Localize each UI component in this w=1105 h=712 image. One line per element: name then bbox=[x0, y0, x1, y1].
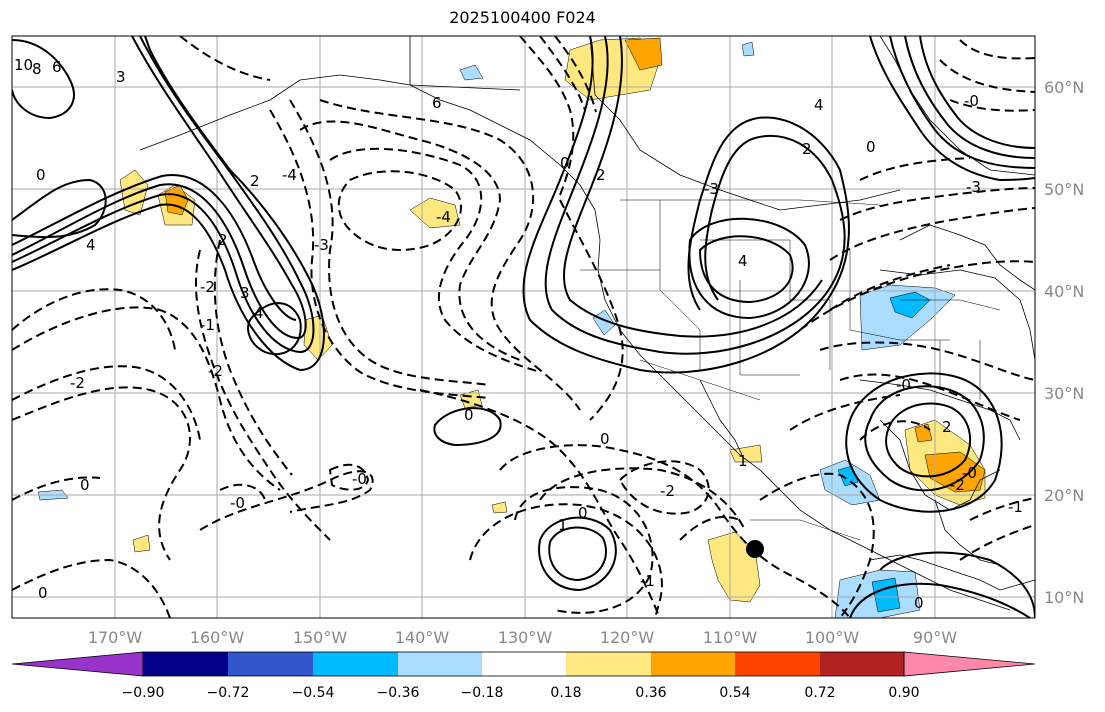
lon-label: 140°W bbox=[395, 628, 450, 647]
contour-label: 4 bbox=[738, 252, 748, 270]
map-border bbox=[11, 35, 1036, 619]
lat-label: 20°N bbox=[1044, 486, 1084, 505]
contour-label: 1 bbox=[738, 452, 748, 470]
contour-label: 2 bbox=[802, 140, 812, 158]
contour-label: 2 bbox=[218, 231, 228, 249]
contour-label: -0 bbox=[896, 376, 911, 394]
contour-label: -3 bbox=[966, 178, 981, 196]
contour-label: 3 bbox=[240, 284, 250, 302]
colorbar-tick-label: 0.72 bbox=[804, 685, 835, 701]
contour-label: -1 bbox=[640, 572, 655, 590]
negative-contours bbox=[12, 36, 1035, 618]
lon-label: 170°W bbox=[88, 628, 143, 647]
colorbar-segment bbox=[735, 652, 820, 676]
contour-label: 2 bbox=[250, 172, 260, 190]
map-title: 2025100400 F024 bbox=[449, 8, 596, 27]
contour-label: -4 bbox=[436, 208, 451, 226]
colorbar-tick-label: 0.18 bbox=[550, 685, 581, 701]
colorbar-tick-label: −0.36 bbox=[377, 685, 420, 701]
colorbar-segment bbox=[482, 652, 566, 676]
colorbar-tick-label: 0.54 bbox=[719, 685, 750, 701]
contour-label: 10 bbox=[14, 56, 33, 74]
contour-labels: 10 8 6 3 4 -4 6 0 4 2 0 -3 2 2 2 -4 -3 -… bbox=[14, 56, 1023, 612]
contour-label: -1 bbox=[1008, 498, 1023, 516]
colorbar-segment bbox=[398, 652, 482, 676]
contour-label: -3 bbox=[704, 180, 719, 198]
contour-label: -0 bbox=[230, 494, 245, 512]
contour-label: -1 bbox=[200, 316, 215, 334]
colorbar-tick-label: −0.18 bbox=[461, 685, 504, 701]
lon-label: 110°W bbox=[703, 628, 758, 647]
colorbar-outline bbox=[142, 651, 905, 677]
contour-label: 1 bbox=[558, 516, 568, 534]
lat-label: 50°N bbox=[1044, 180, 1084, 199]
colorbar-tick-label: −0.90 bbox=[122, 685, 165, 701]
colorbar-segment bbox=[313, 652, 398, 676]
lon-label: 90°W bbox=[913, 628, 957, 647]
contour-label: 2 bbox=[942, 418, 952, 436]
colorbar-segment bbox=[566, 652, 651, 676]
contour-label: 0 bbox=[866, 138, 876, 156]
contour-label: -2 bbox=[950, 476, 965, 494]
lat-label: 30°N bbox=[1044, 384, 1084, 403]
contour-label: -0 bbox=[964, 92, 979, 110]
positive-contours bbox=[12, 36, 1035, 618]
latitude-labels: 60°N 50°N 40°N 30°N 20°N 10°N bbox=[1044, 78, 1084, 607]
contour-label: -0 bbox=[352, 470, 367, 488]
contour-label: 4 bbox=[86, 236, 96, 254]
colorbar-segment bbox=[820, 652, 904, 676]
contour-label: -2 bbox=[200, 278, 215, 296]
contour-label: 0 bbox=[36, 166, 46, 184]
contour-label: 0 bbox=[38, 584, 48, 602]
contour-label: 0 bbox=[578, 504, 588, 522]
longitude-labels: 170°W 160°W 150°W 140°W 130°W 120°W 110°… bbox=[88, 628, 957, 647]
contour-label: -0 bbox=[962, 464, 977, 482]
colorbar-segment bbox=[228, 652, 313, 676]
contour-label: 0 bbox=[914, 594, 924, 612]
contour-label: -2 bbox=[660, 482, 675, 500]
lat-label: 60°N bbox=[1044, 78, 1084, 97]
colorbar-tick-label: −0.54 bbox=[292, 685, 335, 701]
lon-label: 150°W bbox=[293, 628, 348, 647]
contour-label: -2 bbox=[208, 362, 223, 380]
contour-label: 0 bbox=[464, 406, 474, 424]
contour-label: 6 bbox=[432, 94, 442, 112]
lon-label: 130°W bbox=[498, 628, 553, 647]
contour-label: -3 bbox=[314, 236, 329, 254]
contour-label: 2 bbox=[596, 166, 606, 184]
state-borders bbox=[580, 199, 1001, 541]
contour-label: 4 bbox=[254, 304, 264, 322]
colorbar-segment bbox=[143, 652, 228, 676]
colorbar-tick-label: −0.72 bbox=[207, 685, 250, 701]
station-marker bbox=[746, 540, 764, 558]
contour-label: 8 bbox=[32, 60, 42, 78]
colorbar-tick-label: 0.90 bbox=[888, 685, 919, 701]
lat-label: 40°N bbox=[1044, 282, 1084, 301]
contour-label: 3 bbox=[116, 68, 126, 86]
contour-label: 0 bbox=[560, 154, 570, 172]
lat-label: 10°N bbox=[1044, 588, 1084, 607]
contour-label: 6 bbox=[52, 58, 62, 76]
contour-label: -2 bbox=[70, 374, 85, 392]
colorbar-segment bbox=[651, 652, 735, 676]
colorbar-tick-label: 0.36 bbox=[635, 685, 666, 701]
contour-label: 4 bbox=[814, 96, 824, 114]
lon-label: 100°W bbox=[805, 628, 860, 647]
lon-label: 120°W bbox=[600, 628, 655, 647]
contour-label: 0 bbox=[600, 430, 610, 448]
contour-label: 0 bbox=[80, 476, 90, 494]
colorbar: −0.90 −0.72 −0.54 −0.36 −0.18 0.18 0.36 … bbox=[11, 651, 1036, 701]
contour-label: -4 bbox=[282, 166, 297, 184]
colorbar-extend-low bbox=[11, 651, 144, 677]
lon-label: 160°W bbox=[190, 628, 245, 647]
colorbar-extend-high bbox=[903, 651, 1036, 677]
